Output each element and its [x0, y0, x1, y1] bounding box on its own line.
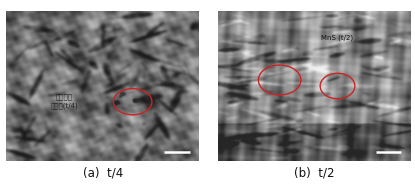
- Text: MnS (t/2): MnS (t/2): [322, 35, 354, 41]
- Text: (a)  t/4: (a) t/4: [83, 166, 123, 180]
- Text: 산화물계
개재물(t/4): 산화물계 개재물(t/4): [50, 93, 78, 109]
- Text: (b)  t/2: (b) t/2: [294, 166, 334, 180]
